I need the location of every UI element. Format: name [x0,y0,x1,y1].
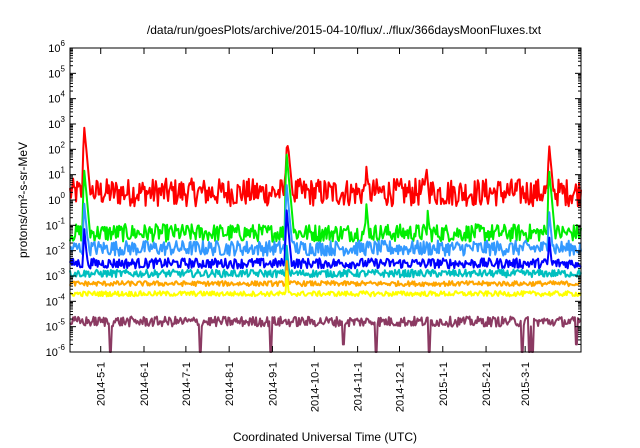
y-tick-label: 105 [48,64,65,80]
x-tick-label: 2014-11-1 [353,362,365,411]
x-tick-label: 2014-5-1 [96,362,108,406]
y-tick-label: 10-6 [46,343,66,359]
x-tick-label: 2014-9-1 [267,362,279,406]
axes-layer: 10-6 10-5 10-4 10-3 10-2 10-1 100 101 102 103 104 1… [46,39,581,412]
chart-title: /data/run/goesPlots/archive/2015-04-10/f… [147,23,542,37]
y-tick-label: 10-5 [46,318,66,334]
series-line-8 [69,315,582,353]
series-line-5 [69,244,582,279]
x-tick-label: 2014-7-1 [181,362,193,406]
y-tick-label: 10-3 [46,267,66,283]
y-tick-label: 10-4 [46,292,66,308]
y-tick-label: 101 [48,166,65,182]
series-line-7 [69,270,582,298]
x-tick-label: 2014-6-1 [139,362,151,406]
series-line-4 [69,209,582,270]
x-axis-label: Coordinated Universal Time (UTC) [233,430,417,444]
y-tick-label: 10-2 [46,242,66,258]
series-line-2 [69,153,582,243]
x-tick-label: 2015-2-1 [481,362,493,406]
series-layer [69,126,582,353]
series-line-6 [69,260,582,288]
y-tick-label: 103 [48,115,65,131]
y-tick-label: 104 [48,90,65,106]
series-line-3 [69,184,582,257]
series-line-1 [69,126,582,208]
y-axis-label: protons/cm²-s-sr-MeV [16,142,30,258]
x-tick-label: 2014-12-1 [394,362,406,412]
x-tick-label: 2015-3-1 [520,362,532,406]
y-tick-label: 102 [48,140,65,156]
x-tick-label: 2014-10-1 [309,362,321,412]
y-tick-label: 10-1 [46,216,66,232]
y-tick-label: 106 [48,39,65,55]
x-tick-label: 2015-1-1 [438,362,450,406]
x-tick-label: 2014-8-1 [224,362,236,406]
y-tick-label: 100 [48,191,65,207]
